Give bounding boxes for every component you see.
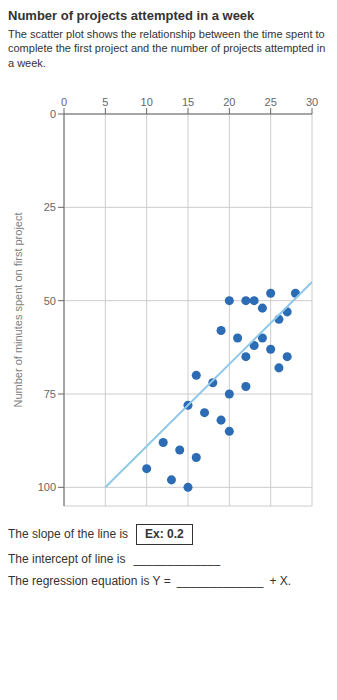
html-text:The regression equation is Y =: The regression equation is Y = _________… [8, 574, 292, 589]
svg-text:15: 15 [182, 96, 194, 108]
html-text:Number of projects attempted i: Number of projects attempted in a week [8, 8, 255, 23]
svg-text:5: 5 [102, 96, 108, 108]
svg-text:25: 25 [265, 96, 277, 108]
svg-text:Number of minutes spent on fir: Number of minutes spent on first project [12, 212, 24, 407]
html-text:The scatter plot shows the rel: The scatter plot shows the relationship … [8, 28, 326, 69]
svg-text:75: 75 [44, 388, 56, 400]
svg-text:50: 50 [44, 294, 56, 306]
svg-text:20: 20 [223, 96, 235, 108]
svg-text:10: 10 [141, 96, 153, 108]
html-text:Ex: 0.2: Ex: 0.2 [145, 526, 184, 541]
svg-text:0: 0 [50, 108, 56, 120]
svg-text:25: 25 [44, 201, 56, 213]
html-text:The intercept of line is: The intercept of line is [8, 551, 126, 566]
html-text:The slope of the line is: The slope of the line is [8, 526, 129, 541]
svg-text:0: 0 [61, 96, 67, 108]
svg-text:100: 100 [38, 481, 56, 493]
svg-text:30: 30 [306, 96, 318, 108]
